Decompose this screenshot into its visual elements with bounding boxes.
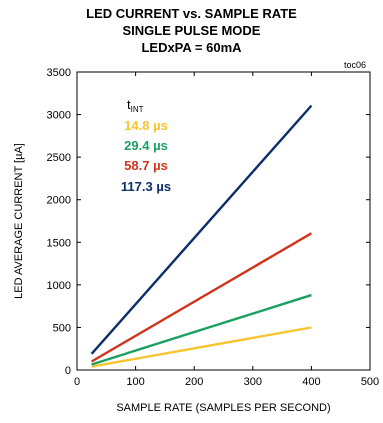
plot-frame [76, 71, 371, 371]
legend-entry-1: 14.8 µs [124, 118, 168, 133]
y-tick-label: 2500 [47, 152, 71, 164]
y-tick-label: 0 [65, 365, 71, 377]
series-line-1 [91, 326, 312, 368]
series-line-3 [91, 232, 313, 363]
legend-entry-3: 58.7 µs [124, 158, 168, 173]
y-tick-label: 3500 [47, 67, 71, 79]
x-tick-label: 0 [74, 376, 80, 388]
legend-title: tINT [127, 97, 144, 114]
chart-tag: toc06 [344, 60, 367, 70]
chart-title-line-2: SINGLE PULSE MODE [122, 23, 261, 38]
y-axis-label: LED AVERAGE CURRENT [µA] [13, 143, 25, 299]
legend-entry-2: 29.4 µs [124, 138, 168, 153]
y-tick-label: 1000 [47, 280, 71, 292]
x-tick-label: 400 [302, 376, 320, 388]
y-tick-label: 1500 [47, 237, 71, 249]
y-tick-label: 500 [53, 322, 71, 334]
y-tick-label: 3000 [47, 110, 71, 122]
legend-entry-4: 117.3 µs [121, 179, 171, 194]
x-tick-label: 100 [126, 376, 144, 388]
x-tick-label: 300 [244, 376, 262, 388]
y-tick-label: 2000 [47, 195, 71, 207]
series-line-2 [91, 293, 312, 366]
chart-title-line-3: LEDxPA = 60mA [141, 40, 242, 55]
x-tick-label: 500 [361, 376, 379, 388]
chart-title-line-1: LED CURRENT vs. SAMPLE RATE [86, 6, 297, 21]
x-axis-label: SAMPLE RATE (SAMPLES PER SECOND) [116, 402, 330, 414]
series-line-4 [90, 104, 313, 355]
x-tick-label: 200 [185, 376, 203, 388]
